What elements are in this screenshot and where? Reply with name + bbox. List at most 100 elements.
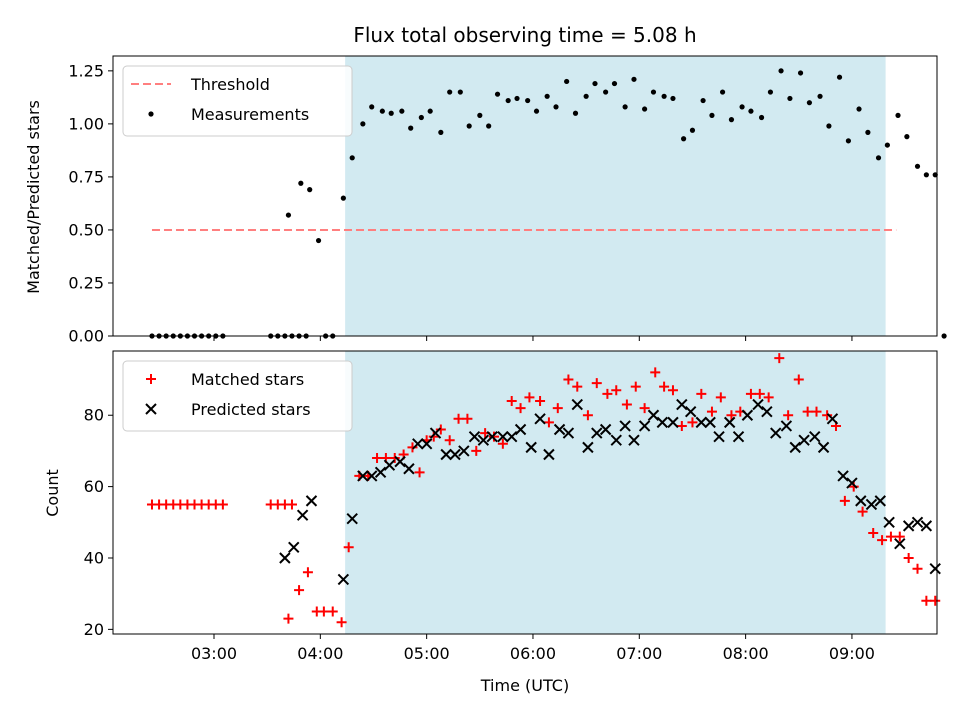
measurement-point — [583, 93, 589, 99]
measurement-point — [865, 129, 871, 135]
measurement-point — [817, 93, 823, 99]
predicted-star-point — [506, 430, 518, 443]
measurement-point — [505, 97, 511, 104]
matched-star-point — [839, 495, 850, 506]
measurement-point — [298, 180, 304, 186]
top-y-tick-label: 0.75 — [68, 167, 104, 186]
matched-star-point — [793, 374, 804, 385]
predicted-star-point — [562, 427, 575, 439]
measurement-point — [767, 89, 774, 95]
matched-star-point — [667, 385, 678, 396]
measurement-point — [564, 78, 570, 85]
matched-star-point — [318, 606, 329, 617]
measurement-point — [611, 80, 618, 87]
legend-predicted-swatch — [145, 403, 157, 415]
legend-measurement-swatch — [148, 111, 154, 117]
matched-star-point — [552, 403, 563, 414]
matched-star-point — [602, 388, 613, 399]
predicted-star-point — [357, 470, 369, 482]
legend-label: Measurements — [191, 105, 309, 124]
measurement-point — [533, 108, 540, 114]
predicted-star-point — [667, 416, 679, 429]
bottom-legend-box — [122, 360, 353, 432]
matched-star-point — [903, 552, 914, 563]
matched-star-point — [650, 367, 661, 378]
predicted-star-point — [305, 495, 318, 507]
bottom-shaded-span — [345, 351, 886, 634]
matched-star-point — [506, 395, 517, 406]
predicted-star-point — [582, 441, 594, 454]
measurement-point — [836, 74, 843, 80]
predicted-star-point — [817, 441, 830, 454]
top-y-tick-label: 0.50 — [68, 220, 104, 239]
measurement-point — [622, 104, 628, 110]
measurement-point — [603, 89, 609, 95]
predicted-star-point — [571, 398, 583, 411]
predicted-star-point — [288, 541, 300, 553]
measurement-point — [494, 91, 501, 97]
matched-star-point — [754, 388, 765, 399]
predicted-star-point — [514, 423, 527, 436]
predicted-star-point — [279, 552, 291, 564]
measurement-point — [592, 80, 598, 87]
matched-star-point — [591, 378, 602, 389]
matched-star-point — [428, 431, 439, 442]
matched-star-point — [372, 453, 383, 464]
bottom-plot-frame — [112, 350, 938, 635]
predicted-star-point — [534, 413, 546, 425]
measurement-point — [787, 95, 793, 102]
predicted-star-point — [837, 470, 849, 482]
predicted-star-point — [684, 405, 697, 418]
measurement-point — [728, 117, 735, 123]
predicted-star-point — [798, 434, 810, 446]
measurement-point — [486, 123, 492, 129]
matched-star-point — [414, 467, 425, 478]
matched-star-point — [885, 531, 896, 542]
measurement-point — [661, 93, 667, 99]
predicted-star-point — [704, 416, 716, 429]
measurement-point — [315, 237, 322, 244]
measurement-point — [739, 104, 745, 110]
top-chart-title: Flux total observing time = 5.08 h — [353, 23, 696, 47]
x-tick-label: 03:00 — [191, 644, 237, 663]
matched-star-point — [611, 385, 622, 396]
predicted-star-point — [920, 520, 933, 532]
top-plot-frame — [112, 55, 938, 337]
x-tick-label: 05:00 — [404, 644, 450, 663]
measurement-point — [427, 108, 433, 114]
top-shaded-span — [345, 56, 886, 336]
matched-star-point — [453, 413, 464, 424]
predicted-star-point — [449, 448, 461, 461]
matched-star-point — [283, 613, 294, 624]
measurement-point — [642, 106, 648, 112]
measurement-point — [466, 123, 472, 129]
predicted-star-point — [337, 573, 350, 586]
predicted-star-point — [894, 538, 906, 550]
predicted-star-point — [855, 495, 867, 507]
predicted-star-point — [383, 459, 396, 471]
measurement-point — [285, 212, 292, 218]
measurement-point — [845, 138, 851, 144]
bottom-y-tick-label: 20 — [84, 620, 104, 639]
measurement-point — [650, 89, 657, 95]
predicted-star-point — [732, 430, 745, 443]
predicted-star-point — [486, 430, 498, 443]
predicted-star-point — [865, 498, 878, 511]
matched-star-point — [912, 563, 923, 574]
predicted-star-point — [591, 427, 603, 439]
predicted-star-point — [638, 420, 651, 432]
predicted-star-point — [374, 466, 387, 479]
top-y-tick-label: 1.00 — [68, 114, 104, 133]
matched-star-point — [543, 417, 554, 428]
predicted-star-point — [656, 416, 669, 429]
matched-star-point — [407, 442, 418, 453]
legend-label: Predicted stars — [191, 400, 311, 419]
top-y-tick-label: 0.25 — [68, 273, 104, 292]
matched-star-point — [435, 424, 446, 435]
matched-star-point — [217, 499, 228, 510]
measurement-point — [689, 127, 696, 133]
measurement-point — [875, 155, 882, 161]
matched-star-point — [621, 399, 632, 410]
matched-star-point — [294, 585, 305, 596]
matched-star-point — [676, 420, 687, 431]
